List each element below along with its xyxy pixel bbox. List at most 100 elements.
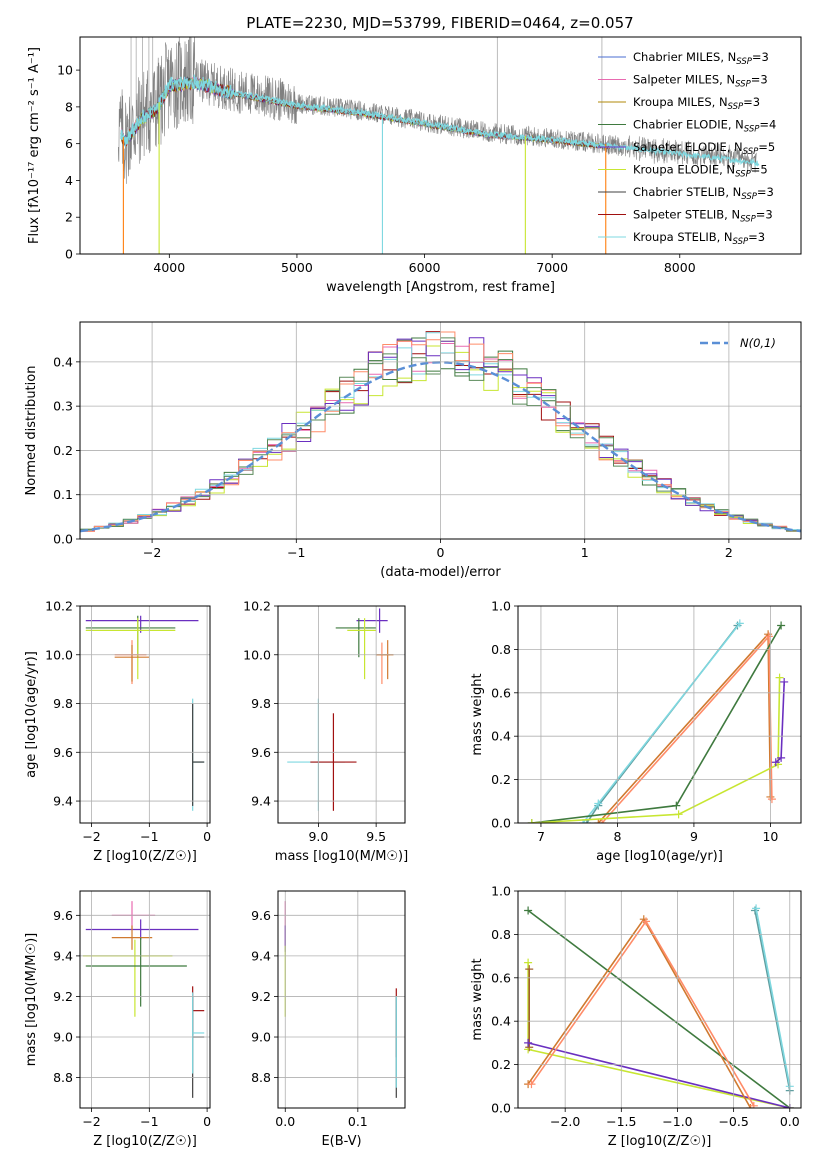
legend-entry: Salpeter MILES, NSSP=3 [633, 73, 768, 90]
y-tick-label: 9.6 [53, 908, 73, 923]
mass-weight-marker [780, 677, 789, 686]
y-axis-label: Normed distribution [24, 366, 39, 496]
x-tick-label: 6000 [409, 260, 441, 275]
mass-vs-ebv-frame [277, 890, 406, 1109]
mass-weight-marker [525, 965, 534, 974]
mass-weight-marker [752, 904, 761, 913]
y-tick-label: 9.0 [251, 1030, 271, 1045]
x-tick-label: −1 [140, 829, 158, 844]
y-tick-label: 0.0 [53, 532, 73, 547]
massweight-vs-Z-panel: −2.0 −1.5 −1.0 −0.5 0.0 0.0 0.2 0.4 0.6 0.8 1.0 Z [… [470, 884, 802, 1149]
mass-weight-line [531, 677, 781, 823]
legend-entry: N(0,1) [740, 336, 776, 350]
spectrum-legend: Chabrier MILES, NSSP=3 Salpeter MILES, NS… [598, 50, 776, 247]
y-tick-label: 0.4 [491, 729, 511, 744]
mass-weight-line [754, 910, 791, 1091]
y-tick-label: 10.2 [243, 599, 271, 614]
legend-entry: Kroupa MILES, NSSP=3 [633, 95, 760, 112]
error-bar-point [192, 992, 205, 1074]
x-axis-label: Z [log10(Z/Z☉)] [608, 1134, 712, 1149]
y-tick-label: 9.4 [251, 948, 271, 963]
x-tick-label: 10 [762, 829, 778, 844]
x-tick-label: 0 [203, 829, 211, 844]
age-vs-Z-plot-area [85, 615, 205, 811]
y-tick-label: 6 [65, 136, 73, 151]
mass-weight-marker [524, 958, 533, 967]
y-tick-label: 0.1 [53, 487, 73, 502]
y-axis-label: Flux [fλ10⁻¹⁷ erg cm⁻² s⁻¹ A⁻¹] [27, 47, 42, 244]
spectrum-frame [79, 36, 802, 255]
x-tick-label: 0.0 [275, 1114, 295, 1129]
mass-vs-Z-frame [79, 890, 211, 1109]
legend-entry: Kroupa ELODIE, NSSP=5 [633, 163, 768, 180]
error-bar-point [111, 925, 153, 950]
massweight-vs-Z-plot-area [524, 904, 794, 1108]
x-tick-label: 8000 [664, 260, 696, 275]
x-tick-label: −1.5 [606, 1114, 636, 1129]
massweight-vs-age-plot-area [527, 619, 789, 823]
x-tick-label: 9.0 [308, 829, 328, 844]
y-tick-label: 9.0 [53, 1030, 73, 1045]
x-axis-label: (data-model)/error [380, 565, 501, 580]
x-axis-label: E(B-V) [321, 1134, 361, 1149]
massweight-vs-Z-frame [517, 890, 802, 1109]
y-tick-label: 8.8 [251, 1070, 271, 1085]
x-tick-label: 7000 [536, 260, 568, 275]
error-bar-point [114, 640, 147, 685]
y-tick-label: 9.4 [53, 948, 73, 963]
spectrum-plot-area [118, 37, 760, 254]
mass-weight-marker [642, 917, 651, 926]
x-tick-label: 0.0 [780, 1114, 800, 1129]
y-axis-label: mass [log10(M/M☉)] [24, 933, 39, 1066]
age-vs-mass-frame [277, 605, 406, 824]
model-spectrum-line [120, 74, 760, 168]
mass-weight-marker [775, 673, 784, 682]
mass-weight-marker [598, 819, 607, 823]
y-tick-label: 8.8 [53, 1070, 73, 1085]
y-tick-label: 0.2 [53, 443, 73, 458]
y-tick-label: 9.4 [53, 794, 73, 809]
x-tick-label: 9.5 [366, 829, 386, 844]
mass-weight-marker [771, 758, 780, 767]
x-tick-label: 2 [725, 545, 733, 560]
x-tick-label: 5000 [281, 260, 313, 275]
error-bar-point [335, 618, 377, 658]
y-tick-label: 9.2 [53, 989, 73, 1004]
y-tick-label: 9.8 [251, 696, 271, 711]
x-tick-label: 0 [203, 1114, 211, 1129]
x-tick-label: −1 [140, 1114, 158, 1129]
mass-weight-marker [777, 621, 786, 630]
x-tick-label: −2 [143, 545, 161, 560]
error-bar-point [192, 986, 205, 1035]
y-tick-label: 9.6 [251, 908, 271, 923]
mass-weight-marker [674, 810, 683, 819]
legend-entry: Salpeter STELIB, NSSP=3 [633, 208, 773, 225]
mass-weight-marker [735, 619, 744, 628]
mass-weight-marker [594, 799, 603, 808]
mass-weight-line [755, 908, 791, 1087]
y-tick-label: 1.0 [491, 884, 511, 899]
y-tick-label: 2 [65, 210, 73, 225]
y-tick-label: 0.6 [491, 685, 511, 700]
residuals-frame [79, 321, 802, 540]
y-tick-label: 10.2 [45, 599, 73, 614]
mass-weight-line [601, 634, 773, 823]
y-axis-label: age [log10(age/yr)] [24, 651, 39, 778]
mass-weight-line [582, 622, 741, 823]
mass-weight-marker [524, 1038, 533, 1047]
spectrum-panel: 4000 5000 6000 7000 8000 0 2 4 6 8 10 wavelength [A… [27, 36, 802, 295]
mass-weight-line [527, 909, 791, 1108]
x-tick-label: −2 [82, 829, 100, 844]
mass-weight-marker [777, 753, 786, 762]
figure-title: PLATE=2230, MJD=53799, FIBERID=0464, z=0… [246, 14, 633, 32]
mass-weight-line [527, 1042, 790, 1108]
error-bar-point [347, 618, 377, 680]
y-tick-label: 0.8 [491, 642, 511, 657]
x-axis-label: Z [log10(Z/Z☉)] [93, 1134, 197, 1149]
x-tick-label: −1 [287, 545, 305, 560]
mass-vs-ebv-panel: 0.0 0.1 8.8 9.0 9.2 9.4 9.6 E(B-V) [251, 890, 406, 1149]
mass-weight-marker [749, 1101, 758, 1108]
residuals-panel: −2 −1 0 1 2 0.0 0.1 0.2 0.3 0.4 (data-model)/error… [24, 321, 802, 580]
x-tick-label: 8 [613, 829, 621, 844]
